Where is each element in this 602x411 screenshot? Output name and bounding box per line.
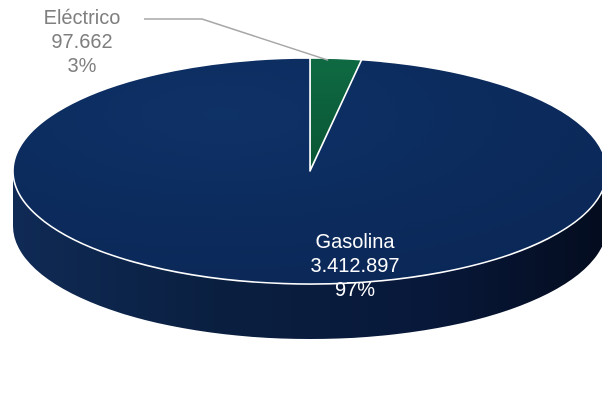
data-label-name: Gasolina <box>316 231 396 253</box>
data-label-percent-label: 97% <box>335 279 375 301</box>
data-label-value-label: 97.662 <box>51 31 112 53</box>
data-label-value-label: 3.412.897 <box>311 255 400 277</box>
leader-line <box>144 18 329 61</box>
pie-top <box>12 57 602 285</box>
pie-depth <box>13 171 602 339</box>
pie-side-wall <box>13 171 602 339</box>
data-label-name: Eléctrico <box>44 7 121 29</box>
pie-slice-gasolina[interactable] <box>12 57 602 285</box>
data-label-percent-label: 3% <box>68 55 97 77</box>
